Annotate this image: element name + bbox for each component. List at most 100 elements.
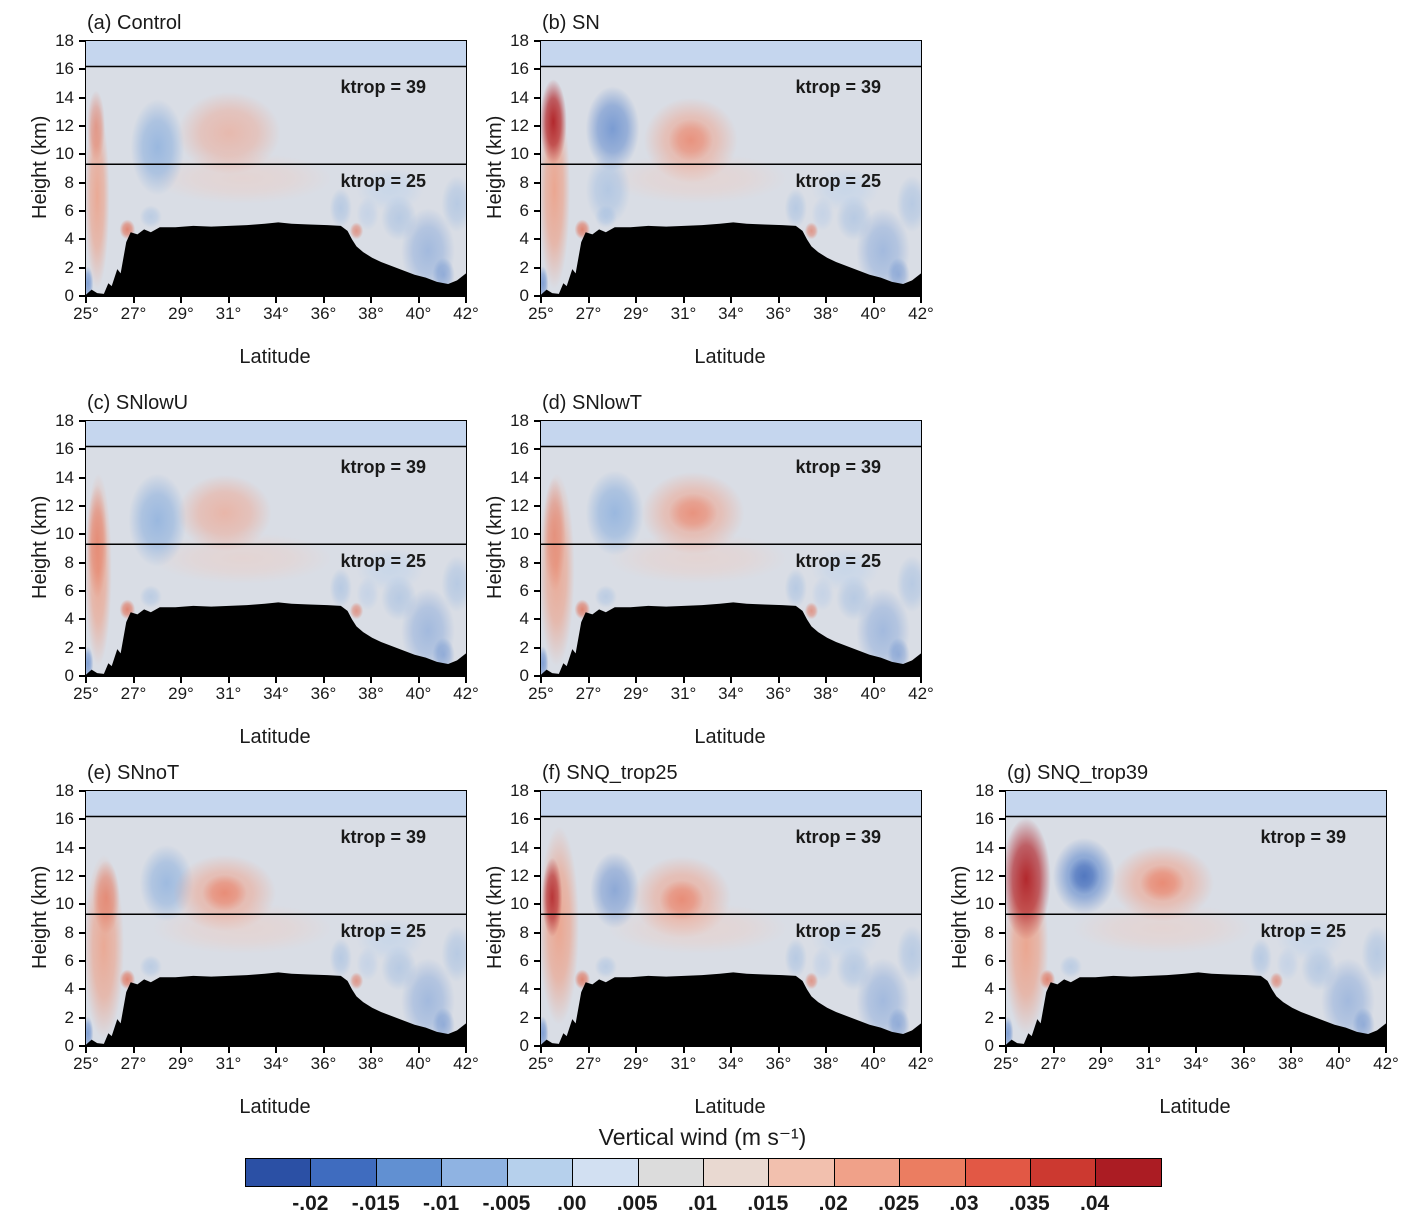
contour-plot — [86, 421, 466, 676]
panel: (d) SNlowT Height (km) ktrop = 39 ktrop … — [478, 388, 948, 756]
y-tick-label: 8 — [64, 172, 74, 192]
x-tick-label: 25° — [993, 1054, 1019, 1073]
y-tick-mark — [534, 266, 541, 269]
y-tick-label: 8 — [984, 922, 994, 942]
y-tick-label: 16 — [55, 439, 74, 459]
x-tick-label: 27° — [1040, 1054, 1067, 1073]
ktrop39-annotation: ktrop = 39 — [795, 77, 881, 97]
x-tick-mark — [1005, 1046, 1007, 1053]
y-tick-label: 6 — [519, 201, 529, 220]
x-axis-title: Latitude — [239, 726, 311, 748]
colorbar-segment — [442, 1159, 508, 1186]
colorbar-title: Vertical wind (m s⁻¹) — [598, 1124, 807, 1150]
colorbar-tick-label: -.02 — [292, 1192, 329, 1215]
x-tick-label: 25° — [528, 684, 554, 703]
x-tick-label: 36° — [765, 684, 792, 703]
panel: (c) SNlowU Height (km) ktrop = 39 ktrop … — [23, 388, 493, 756]
y-tick-label: 2 — [519, 1007, 529, 1027]
plot-area: ktrop = 39 ktrop = 25 0 2 4 6 8 10 12 14 16 18 25°… — [55, 781, 479, 1073]
x-tick-label: 31° — [215, 304, 242, 323]
x-tick-label: 27° — [120, 684, 147, 703]
x-tick-mark — [635, 296, 637, 303]
y-tick-mark — [79, 561, 86, 564]
x-tick-label: 34° — [718, 1054, 744, 1073]
y-tick-mark — [79, 68, 86, 71]
x-tick-mark — [825, 296, 827, 303]
y-tick-label: 0 — [984, 1036, 994, 1055]
x-tick-mark — [920, 296, 922, 303]
y-tick-mark — [534, 476, 541, 479]
y-tick-label: 6 — [519, 951, 529, 970]
y-tick-mark — [534, 960, 541, 962]
y-tick-mark — [79, 238, 86, 241]
y-tick-label: 4 — [519, 979, 529, 999]
y-axis-title: Height (km) — [484, 865, 506, 970]
x-tick-label: 40° — [860, 684, 887, 703]
y-tick-mark — [534, 590, 541, 592]
y-tick-mark — [999, 1045, 1006, 1047]
x-tick-mark — [275, 1046, 277, 1053]
colorbar-segment — [246, 1159, 312, 1186]
y-tick-mark — [534, 181, 541, 184]
colorbar-segment — [900, 1159, 966, 1186]
y-tick-label: 12 — [55, 866, 74, 885]
x-tick-label: 25° — [73, 1054, 99, 1073]
x-tick-mark — [1195, 1046, 1197, 1053]
y-tick-mark — [79, 476, 86, 479]
panel-title: (d) SNlowT — [542, 392, 643, 414]
x-tick-mark — [540, 296, 542, 303]
x-tick-label: 27° — [120, 1054, 147, 1073]
x-tick-label: 29° — [623, 684, 649, 703]
plot-area: ktrop = 39 ktrop = 25 0 2 4 6 8 10 12 14 16 18 25°… — [55, 411, 479, 703]
y-tick-mark — [534, 125, 541, 127]
colorbar-segment — [507, 1159, 574, 1186]
x-tick-mark — [322, 676, 325, 683]
ktrop25-annotation: ktrop = 25 — [340, 921, 426, 941]
colorbar-segment — [311, 1159, 377, 1186]
x-tick-label: 34° — [263, 684, 289, 703]
y-tick-mark — [999, 988, 1006, 991]
x-tick-mark — [872, 296, 875, 303]
x-tick-mark — [322, 1046, 325, 1053]
ktrop39-annotation: ktrop = 39 — [795, 827, 881, 847]
x-tick-label: 31° — [215, 684, 242, 703]
x-tick-label: 31° — [1135, 1054, 1162, 1073]
x-axis-title: Latitude — [239, 1096, 311, 1118]
y-tick-mark — [534, 561, 541, 564]
y-tick-mark — [534, 675, 541, 677]
x-tick-mark — [275, 676, 277, 683]
x-tick-label: 34° — [718, 304, 744, 323]
y-tick-mark — [999, 1016, 1006, 1019]
y-tick-label: 0 — [64, 1036, 74, 1055]
x-tick-mark — [322, 296, 325, 303]
y-tick-mark — [79, 590, 86, 592]
y-tick-mark — [79, 96, 86, 99]
x-tick-label: 27° — [120, 304, 147, 323]
x-tick-mark — [540, 676, 542, 683]
ktrop39-annotation: ktrop = 39 — [1260, 827, 1346, 847]
x-tick-label: 34° — [263, 304, 289, 323]
y-tick-label: 6 — [984, 951, 994, 970]
x-tick-mark — [1052, 1046, 1055, 1053]
contour-plot — [86, 41, 466, 296]
y-tick-label: 18 — [55, 31, 74, 50]
x-tick-mark — [730, 676, 732, 683]
colorbar-tick-label: .015 — [747, 1192, 789, 1215]
x-tick-mark — [872, 676, 875, 683]
x-tick-mark — [85, 1046, 87, 1053]
y-tick-label: 2 — [64, 257, 74, 277]
y-tick-label: 8 — [64, 922, 74, 942]
y-axis-title: Height (km) — [29, 495, 51, 600]
x-tick-label: 27° — [575, 684, 602, 703]
y-tick-mark — [534, 505, 541, 507]
x-tick-mark — [370, 296, 372, 303]
x-tick-label: 42° — [453, 1054, 479, 1073]
y-tick-label: 18 — [510, 31, 529, 50]
x-tick-label: 31° — [670, 684, 697, 703]
y-tick-label: 0 — [519, 1036, 529, 1055]
ktrop25-annotation: ktrop = 25 — [340, 171, 426, 191]
x-tick-mark — [465, 676, 467, 683]
ktrop39-annotation: ktrop = 39 — [340, 827, 426, 847]
colorbar-tick-label: -.015 — [351, 1192, 400, 1215]
y-tick-label: 2 — [984, 1007, 994, 1027]
